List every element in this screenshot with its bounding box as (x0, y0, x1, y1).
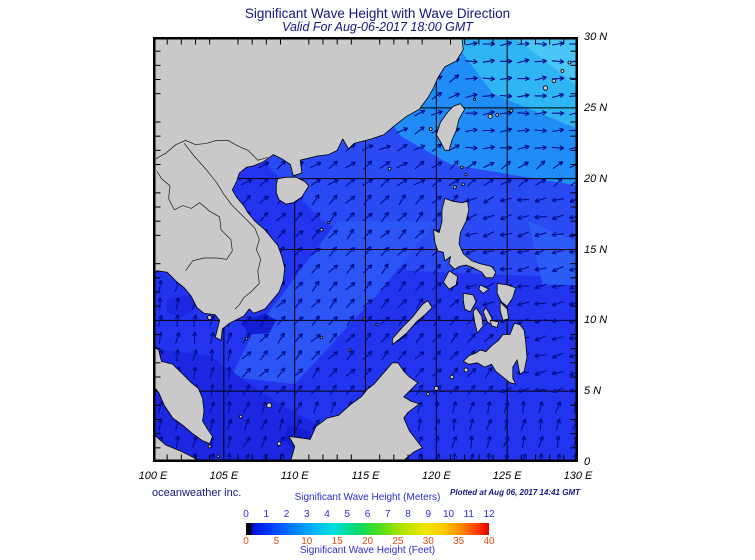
meters-tick: 7 (384, 509, 391, 520)
small-island (449, 374, 455, 380)
lon-label: 120 E (421, 470, 451, 482)
small-island (207, 315, 213, 320)
small-island (464, 172, 468, 177)
small-island (473, 97, 476, 101)
lon-label: 105 E (209, 470, 239, 482)
small-island (207, 444, 212, 449)
lat-label: 15 N (584, 243, 608, 256)
lon-label: 110 E (280, 470, 309, 482)
wave-height-map (153, 37, 578, 462)
meters-tick: 5 (344, 509, 351, 520)
small-island (425, 392, 430, 396)
meters-tick: 10 (442, 509, 455, 520)
lon-label: 125 E (492, 470, 522, 482)
small-island (375, 323, 379, 326)
oceanweather-credit: oceanweather inc. (152, 487, 242, 499)
lat-label: 20 N (584, 172, 608, 185)
plotted-timestamp: Plotted at Aug 06, 2017 14:41 GMT (450, 488, 580, 497)
feet-tick: 20 (361, 536, 374, 547)
feet-tick: 35 (453, 536, 465, 547)
small-island (509, 108, 514, 113)
meters-tick: 2 (283, 509, 290, 520)
small-island (551, 78, 557, 84)
meters-tick: 3 (303, 509, 310, 520)
feet-tick: 5 (273, 536, 280, 547)
lon-label: 100 E (138, 470, 168, 482)
lat-label: 10 N (584, 314, 608, 327)
meters-tick: 4 (324, 509, 330, 520)
small-island (433, 385, 439, 391)
small-island (319, 227, 324, 232)
country-borders (155, 140, 268, 310)
wave-height-colorbar (246, 523, 489, 535)
small-island (542, 85, 549, 91)
lat-label: 0 (584, 456, 591, 468)
small-island (244, 337, 249, 341)
small-island (428, 127, 433, 131)
page-title: Significant Wave Height with Wave Direct… (244, 6, 511, 21)
meters-tick: 11 (463, 509, 474, 520)
ocean-region-dark-patch-gulf-of-thailand (165, 294, 197, 318)
meters-tick: 1 (263, 509, 270, 520)
small-island (266, 402, 272, 409)
feet-tick: 10 (301, 536, 313, 547)
map-frame (153, 37, 578, 462)
feet-tick: 0 (243, 536, 249, 547)
lon-label: 115 E (351, 470, 380, 482)
meters-tick: 9 (425, 509, 432, 520)
legend-meters-label: Significant Wave Height (Meters) (294, 492, 441, 503)
small-island (463, 367, 469, 373)
small-island (495, 113, 500, 117)
small-island (348, 348, 352, 352)
feet-tick: 30 (422, 536, 434, 547)
small-island (460, 165, 464, 169)
lat-label: 30 N (584, 31, 608, 43)
meters-tick: 6 (364, 509, 371, 520)
lon-label: 130 E (563, 470, 593, 482)
small-island (276, 441, 282, 446)
small-island (320, 335, 324, 339)
ocean-region-cyan-corner (514, 37, 578, 87)
feet-tick: 25 (392, 536, 404, 547)
meters-tick: 12 (483, 509, 495, 520)
meters-tick: 8 (405, 509, 411, 520)
small-island (452, 185, 457, 190)
meters-tick: 0 (243, 509, 249, 520)
feet-tick: 15 (331, 536, 343, 547)
small-island (487, 113, 493, 119)
feet-tick: 40 (483, 536, 495, 547)
small-island (387, 166, 392, 171)
small-island (461, 182, 465, 187)
small-island (327, 221, 331, 224)
small-island (216, 454, 220, 459)
small-island (560, 69, 565, 73)
small-island (567, 60, 572, 65)
lat-label: 25 N (584, 101, 608, 114)
small-island (362, 317, 366, 321)
legend-feet-label: Significant Wave Height (Feet) (299, 545, 436, 556)
valid-time-subtitle: Valid For Aug-06-2017 18:00 GMT (282, 20, 473, 34)
ocean-region-dark-patch-mekong (242, 313, 277, 335)
land-layer (153, 37, 572, 462)
lat-label: 5 N (584, 385, 602, 398)
small-island (239, 414, 243, 419)
